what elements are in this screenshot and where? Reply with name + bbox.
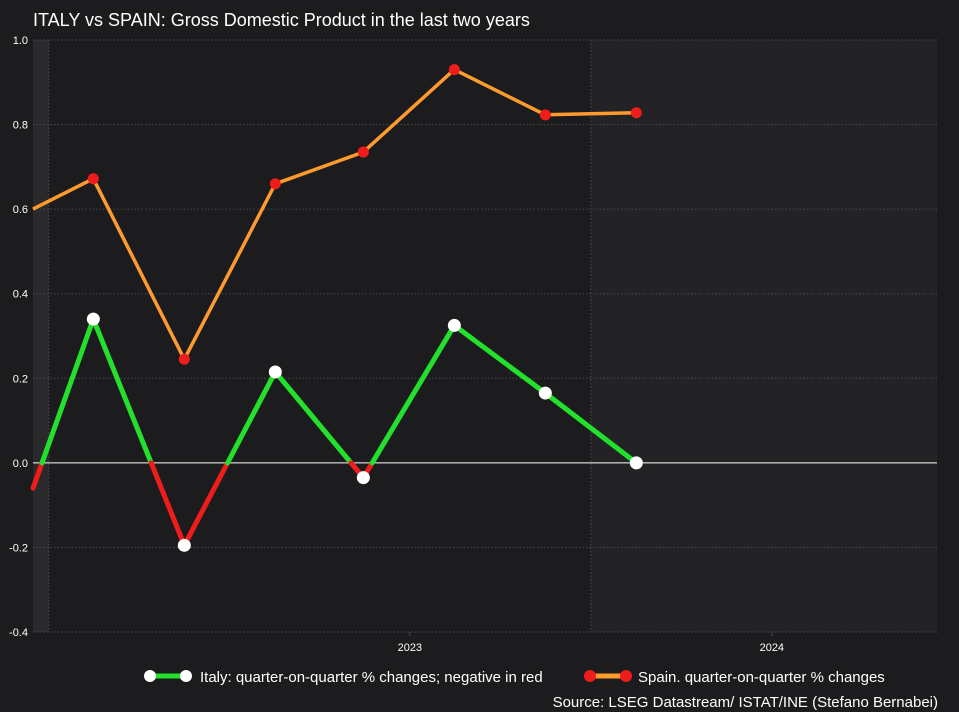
legend-item-spain[interactable]: Spain. quarter-on-quarter % changes — [584, 669, 885, 686]
italy-segment-3 — [148, 460, 187, 548]
x-tick-label-1: 2024 — [760, 642, 784, 654]
x-tick-label-0: 2023 — [398, 642, 422, 654]
year-band-2 — [590, 40, 937, 632]
italy-point-4 — [356, 471, 370, 485]
y-tick-label-1: 0.8 — [13, 120, 28, 132]
year-band-0 — [33, 40, 49, 632]
year-band-1 — [48, 40, 591, 632]
legend-swatch-spain-marker-left — [584, 670, 596, 682]
italy-segment-10 — [451, 322, 548, 396]
italy-segment-2 — [90, 316, 154, 466]
italy-segment-9 — [369, 322, 457, 466]
y-tick-label-7: -0.4 — [9, 627, 28, 639]
y-tick-label-5: 0.0 — [13, 458, 28, 470]
legend-item-italy[interactable]: Italy: quarter-on-quarter % changes; neg… — [144, 669, 543, 686]
italy-point-2 — [177, 538, 191, 552]
legend-swatch-italy-marker-left — [144, 670, 156, 682]
spain-point-3 — [269, 178, 281, 190]
spain-point-4 — [357, 146, 369, 158]
spain-point-1 — [87, 173, 99, 185]
y-tick-label-4: 0.2 — [13, 373, 28, 385]
italy-segment-6 — [272, 369, 354, 466]
italy-point-6 — [538, 386, 552, 400]
spain-point-2 — [178, 353, 190, 365]
y-tick-label-2: 0.6 — [13, 204, 28, 216]
italy-segment-0 — [30, 460, 45, 491]
spain-point-6 — [539, 109, 551, 121]
italy-segment-1 — [39, 316, 96, 466]
italy-segment-11 — [542, 390, 639, 466]
italy-point-5 — [447, 318, 461, 332]
spain-point-7 — [630, 107, 642, 119]
italy-point-3 — [268, 365, 282, 379]
spain-line — [32, 67, 637, 362]
y-tick-label-0: 1.0 — [13, 35, 28, 47]
legend-swatch-italy-marker-right — [180, 670, 192, 682]
chart-title: ITALY vs SPAIN: Gross Domestic Product i… — [33, 10, 530, 30]
italy-segment-5 — [225, 369, 278, 466]
italy-point-1 — [86, 312, 100, 326]
legend-swatch-spain-marker-right — [620, 670, 632, 682]
series-lines — [30, 67, 639, 548]
x-axis-ticks: 2023 2024 — [398, 632, 784, 654]
legend-label-spain: Spain. quarter-on-quarter % changes — [638, 669, 885, 686]
series-markers — [86, 64, 643, 552]
italy-segment-4 — [181, 460, 231, 548]
italy-point-7 — [629, 456, 643, 470]
y-tick-label-3: 0.4 — [13, 289, 28, 301]
y-axis-ticks: 1.0 0.8 0.6 0.4 0.2 0.0 -0.2 -0.4 — [9, 35, 28, 639]
source-note: Source: LSEG Datastream/ ISTAT/INE (Stef… — [553, 694, 938, 711]
spain-point-5 — [448, 64, 460, 76]
y-tick-label-6: -0.2 — [9, 542, 28, 554]
legend-label-italy: Italy: quarter-on-quarter % changes; neg… — [200, 669, 543, 686]
year-bands — [33, 40, 937, 632]
legend: Italy: quarter-on-quarter % changes; neg… — [144, 669, 885, 686]
